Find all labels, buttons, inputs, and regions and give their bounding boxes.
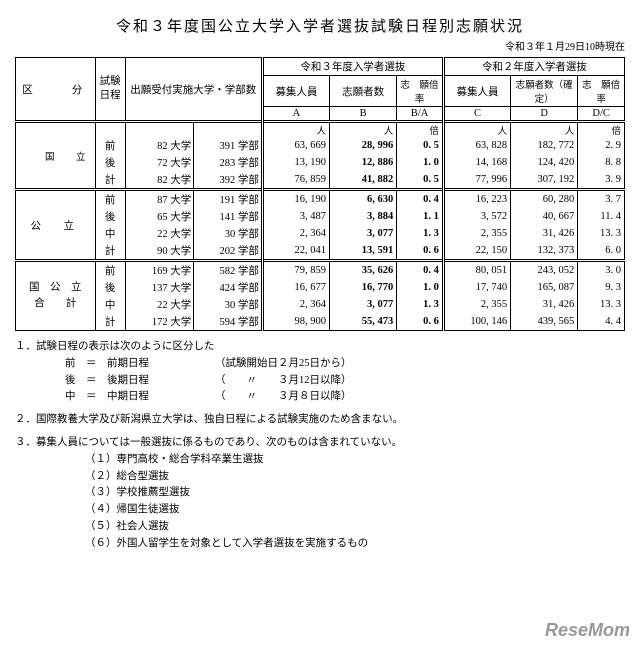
unit: 倍 bbox=[578, 122, 625, 138]
table-row: 後 65 大学 141 学部 3, 487 3, 884 1. 1 3, 572… bbox=[16, 208, 625, 225]
note-3-3: （３）学校推薦型選抜 bbox=[15, 485, 625, 502]
unit: 人 bbox=[330, 122, 397, 138]
page-title: 令和３年度国公立大学入学者選抜試験日程別志願状況 bbox=[15, 15, 625, 36]
timestamp: 令和３年１月29日10時現在 bbox=[15, 38, 625, 53]
hdr-C: C bbox=[443, 107, 510, 122]
unit: 人 bbox=[262, 122, 329, 138]
note-3-5: （５）社会人選抜 bbox=[15, 519, 625, 536]
hdr-boshuC: 募集人員 bbox=[443, 76, 510, 107]
cat-kokuritsu: 国 立 bbox=[16, 122, 96, 190]
unit: 人 bbox=[511, 122, 578, 138]
hdr-boshu: 募集人員 bbox=[262, 76, 329, 107]
note-3-6: （６）外国人留学生を対象として入学者選抜を実施するもの bbox=[15, 536, 625, 553]
note-2: ２．国際教養大学及び新潟県立大学は、独自日程による試験実施のため含まない。 bbox=[15, 412, 625, 429]
table-row: 中 22 大学 30 学部 2, 364 3, 077 1. 3 2, 355 … bbox=[16, 225, 625, 242]
watermark: ReseMom bbox=[545, 620, 630, 641]
unit: 人 bbox=[443, 122, 510, 138]
hdr-r2: 令和２年度入学者選抜 bbox=[443, 58, 624, 76]
table-row: 公 立 前 87 大学 191 学部 16, 190 6, 630 0. 4 1… bbox=[16, 190, 625, 209]
note-3-4: （４）帰国生徒選抜 bbox=[15, 502, 625, 519]
table-row: 計 172 大学 594 学部 98, 900 55, 473 0. 6 100… bbox=[16, 313, 625, 331]
hdr-nittei: 試験日程 bbox=[95, 58, 125, 122]
main-table: 区 分 試験日程 出願受付実施大学・学部数 令和３年度入学者選抜 令和２年度入学… bbox=[15, 57, 625, 331]
hdr-shiganD: 志願者数（確定） bbox=[511, 76, 578, 107]
note-1-title: １．試験日程の表示は次のように区分した bbox=[15, 339, 625, 356]
hdr-B: B bbox=[330, 107, 397, 122]
hdr-D: D bbox=[511, 107, 578, 122]
hdr-r3: 令和３年度入学者選抜 bbox=[262, 58, 443, 76]
cat-koritsu: 公 立 bbox=[16, 190, 96, 261]
cat-gokei: 国 公 立合 計 bbox=[16, 261, 96, 331]
table-row: 後 72 大学 283 学部 13, 190 12, 886 1. 0 14, … bbox=[16, 154, 625, 171]
table-row: 国 公 立合 計 前 169 大学 582 学部 79, 859 35, 626… bbox=[16, 261, 625, 280]
hdr-bairitsuDC: 志 願倍 率 bbox=[578, 76, 625, 107]
unit: 倍 bbox=[397, 122, 444, 138]
note-3-title: ３．募集人員については一般選抜に係るものであり、次のものは含まれていない。 bbox=[15, 435, 625, 452]
table-row: 前 82 大学 391 学部 63, 669 28, 996 0. 5 63, … bbox=[16, 137, 625, 154]
note-3-2: （２）総合型選抜 bbox=[15, 469, 625, 486]
hdr-jisshi: 出願受付実施大学・学部数 bbox=[125, 58, 262, 122]
notes: １．試験日程の表示は次のように区分した 前 ＝ 前期日程（試験開始日２月25日か… bbox=[15, 339, 625, 553]
hdr-BA: B/A bbox=[397, 107, 444, 122]
note-3-1: （１）専門高校・総合学科卒業生選抜 bbox=[15, 452, 625, 469]
table-row: 後 137 大学 424 学部 16, 677 16, 770 1. 0 17,… bbox=[16, 279, 625, 296]
hdr-shigan: 志願者数 bbox=[330, 76, 397, 107]
table-row: 中 22 大学 30 学部 2, 364 3, 077 1. 3 2, 355 … bbox=[16, 296, 625, 313]
hdr-DC: D/C bbox=[578, 107, 625, 122]
hdr-kubun: 区 分 bbox=[16, 58, 96, 122]
table-row: 計 90 大学 202 学部 22, 041 13, 591 0. 6 22, … bbox=[16, 242, 625, 261]
hdr-A: A bbox=[262, 107, 329, 122]
hdr-bairitsu: 志 願倍 率 bbox=[397, 76, 444, 107]
table-row: 計 82 大学 392 学部 76, 859 41, 882 0. 5 77, … bbox=[16, 171, 625, 190]
